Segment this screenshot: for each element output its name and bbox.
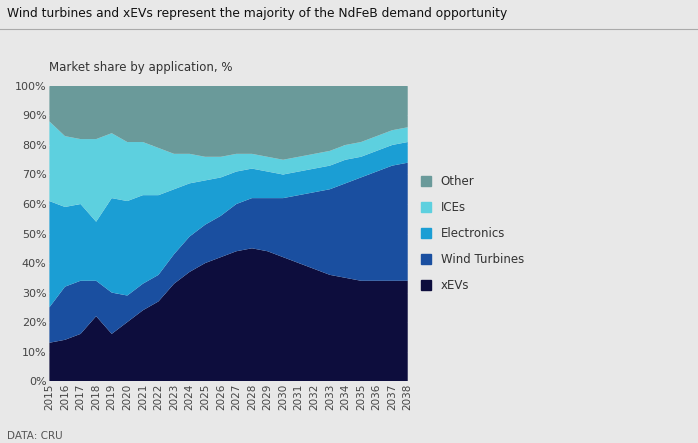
Text: Market share by application, %: Market share by application, % <box>50 61 233 74</box>
Text: DATA: CRU: DATA: CRU <box>7 431 63 441</box>
Legend: Other, ICEs, Electronics, Wind Turbines, xEVs: Other, ICEs, Electronics, Wind Turbines,… <box>417 171 528 295</box>
Text: Wind turbines and xEVs represent the majority of the NdFeB demand opportunity: Wind turbines and xEVs represent the maj… <box>7 7 507 19</box>
